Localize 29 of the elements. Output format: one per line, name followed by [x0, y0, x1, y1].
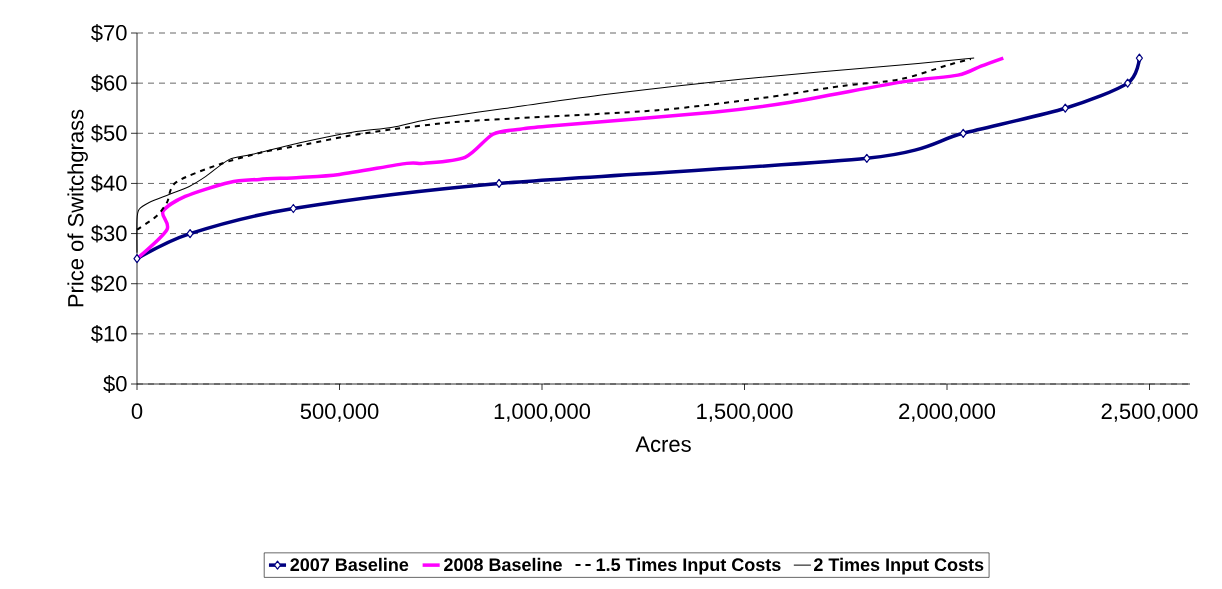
x-tick-label: 500,000	[300, 403, 379, 422]
x-tick-label: 1,000,000	[494, 403, 591, 422]
point	[186, 228, 194, 239]
point	[133, 254, 141, 264]
point	[289, 203, 297, 214]
legend-label: 2 Times Input Costs	[814, 557, 984, 575]
point	[1124, 78, 1132, 88]
point	[495, 178, 503, 189]
y-tick-label: $40	[91, 174, 127, 193]
legend-label: 2007 Baseline	[290, 557, 409, 572]
x-axis-title: Acres	[635, 436, 691, 452]
x-tick-label: 2,500,000	[1101, 403, 1198, 422]
y-tick-label: $30	[91, 224, 127, 243]
y-tick-label: $10	[91, 324, 127, 343]
y-tick-label: $60	[91, 74, 127, 93]
x-tick-label: 2,000,000	[899, 403, 996, 422]
point	[1061, 103, 1069, 113]
y-tick-label: $20	[91, 274, 127, 293]
point	[863, 153, 871, 163]
y-tick-label: $50	[91, 124, 127, 143]
y-tick-label: $70	[91, 24, 127, 42]
y-axis-title: Price of Switchgrass	[67, 109, 88, 307]
legend-label: 1.5 Times Input Costs	[596, 557, 781, 575]
y-tick-label: $0	[103, 375, 127, 393]
point	[959, 128, 967, 138]
x-tick-label: 1,500,000	[697, 403, 793, 422]
legend-label: 2008 Baseline	[444, 557, 562, 572]
point	[1135, 53, 1143, 63]
x-tick-label: 0	[131, 403, 143, 420]
